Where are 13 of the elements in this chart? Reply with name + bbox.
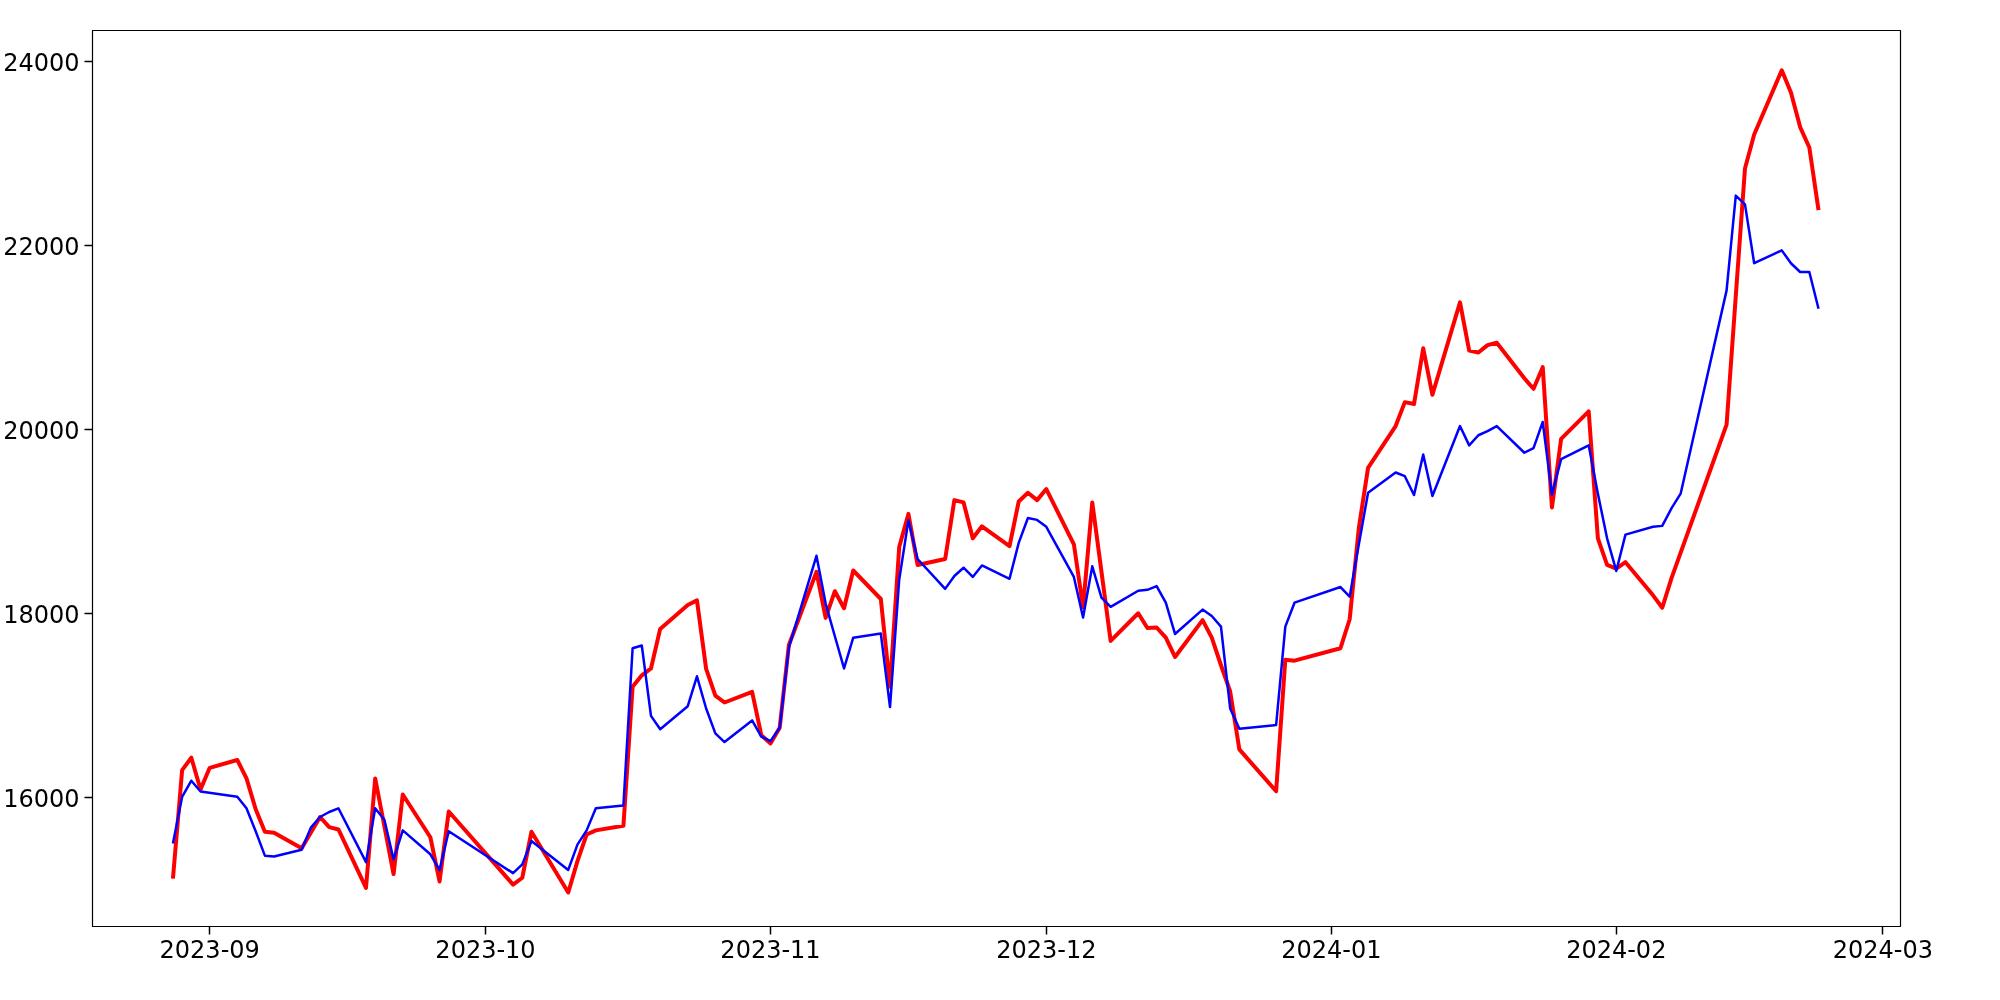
y-tick-label: 20000 xyxy=(3,416,80,445)
y-tick-label: 16000 xyxy=(3,784,80,813)
line-series xyxy=(171,194,1820,875)
y-tick-label: 24000 xyxy=(3,48,80,77)
x-tick-label: 2024-01 xyxy=(1281,935,1382,964)
x-tick-label: 2023-10 xyxy=(435,935,536,964)
x-tick-label: 2024-02 xyxy=(1566,935,1667,964)
y-tick-label: 22000 xyxy=(3,232,80,261)
x-tick-label: 2024-03 xyxy=(1832,935,1934,964)
x-tick-label: 2023-11 xyxy=(720,935,821,964)
y-tick-label: 18000 xyxy=(3,600,80,629)
x-tick-label: 2023-09 xyxy=(159,935,260,964)
x-tick-label: 2023-12 xyxy=(996,935,1097,964)
